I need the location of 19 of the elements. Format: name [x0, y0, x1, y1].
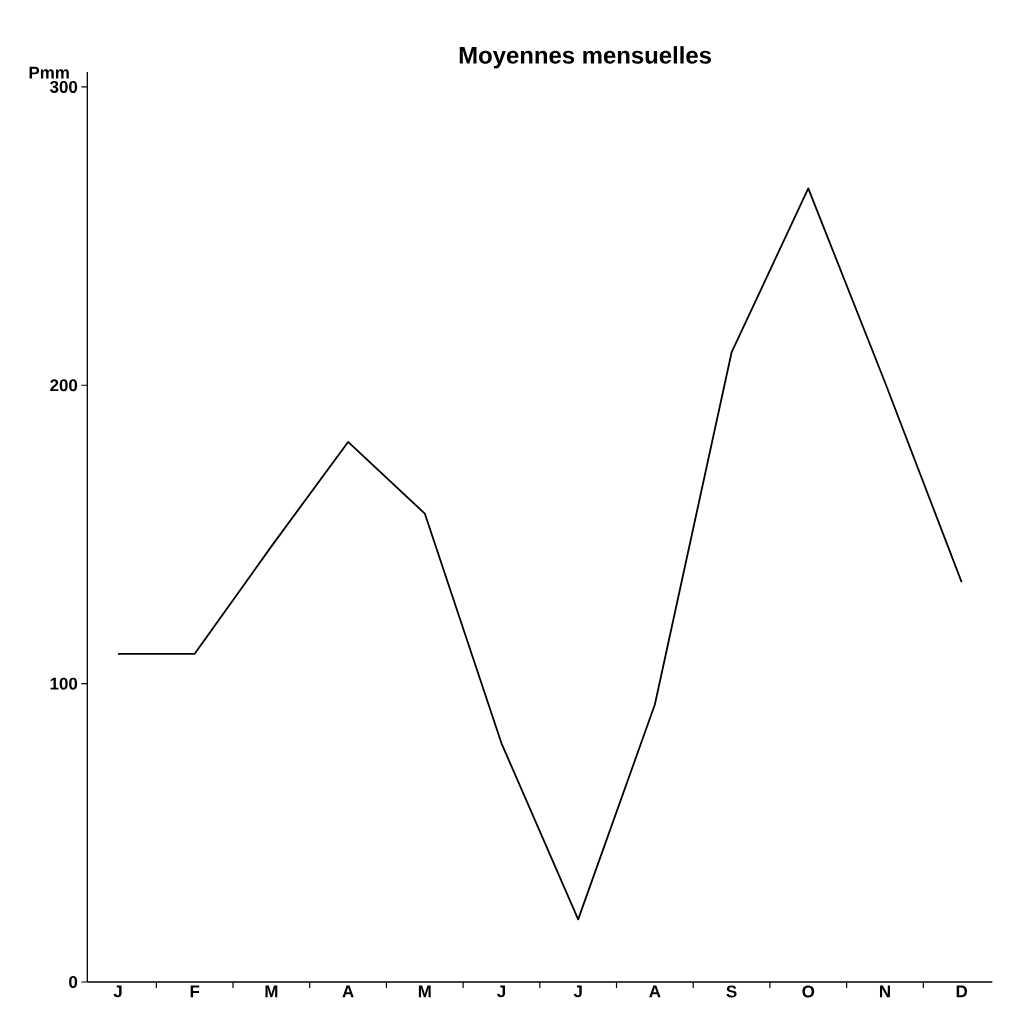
x-tick-label: N: [879, 985, 890, 998]
x-tick-label: J: [497, 985, 506, 998]
y-tick-label: 200: [50, 379, 78, 392]
x-tick-label: M: [265, 985, 278, 998]
x-tick-label: J: [113, 985, 122, 998]
x-tick-label: M: [418, 985, 431, 998]
x-tick-label: A: [649, 985, 661, 998]
y-axis-title: Pmm: [29, 66, 69, 79]
line-series: [117, 187, 963, 921]
x-tick-label: D: [956, 985, 968, 998]
x-tick-label: S: [726, 985, 737, 998]
x-tick-label: A: [342, 985, 354, 998]
y-tick-label: 300: [49, 80, 78, 93]
y-tick-label: 100: [50, 677, 78, 690]
x-tick-label: J: [573, 985, 582, 998]
x-tick-label: F: [190, 985, 200, 998]
y-tick-label: 0: [69, 976, 78, 988]
x-tick-label: O: [802, 985, 815, 998]
chart-title: Moyennes mensuelles: [459, 46, 711, 69]
